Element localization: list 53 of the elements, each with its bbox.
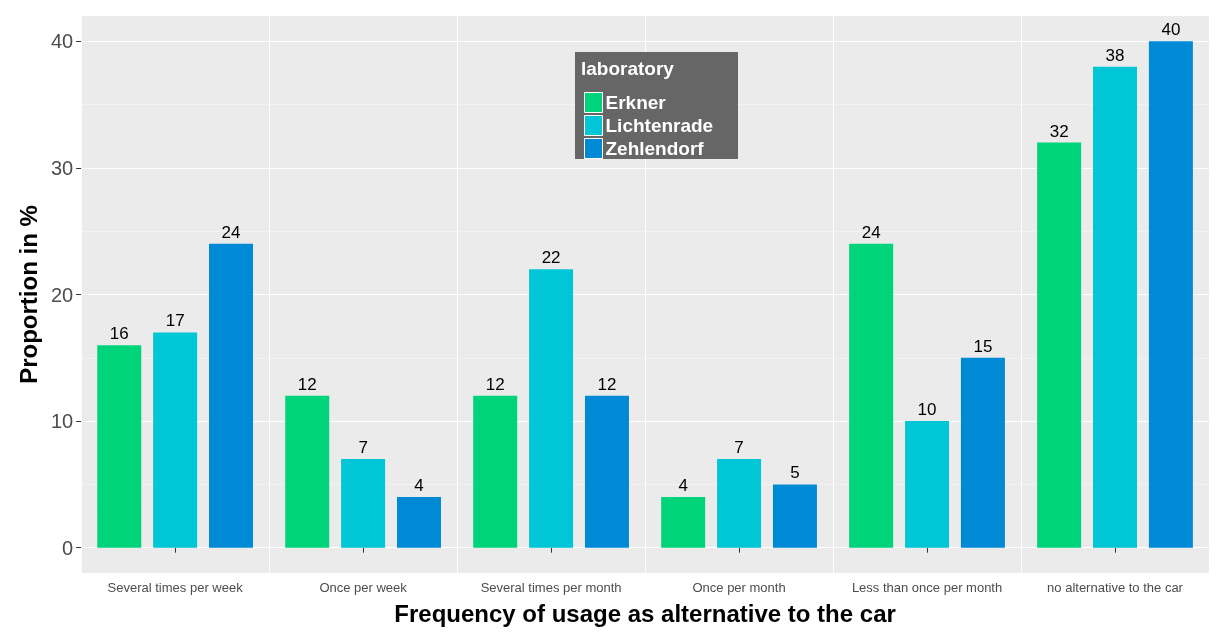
data-label: 32 — [1049, 121, 1069, 141]
data-label: 16 — [109, 324, 129, 344]
data-label: 7 — [734, 438, 744, 458]
bar — [153, 332, 198, 548]
data-label: 38 — [1105, 45, 1125, 65]
data-label: 5 — [790, 463, 800, 483]
data-label: 24 — [221, 222, 241, 242]
legend-label: Erkner — [605, 92, 667, 113]
data-label: 17 — [165, 311, 185, 331]
bar — [97, 345, 142, 548]
bar — [396, 497, 441, 548]
data-label: 40 — [1161, 20, 1181, 40]
legend-label: Lichtenrade — [605, 115, 714, 136]
bar — [1148, 41, 1193, 548]
legend-title: laboratory — [581, 58, 675, 79]
data-label: 22 — [541, 248, 561, 268]
x-tick-label: Less than once per month — [851, 580, 1003, 595]
y-tick-label: 40 — [50, 30, 74, 53]
x-tick-label: Once per week — [319, 580, 408, 595]
bar — [905, 421, 950, 548]
data-label: 12 — [297, 374, 317, 394]
data-label: 4 — [414, 476, 424, 496]
y-tick-label: 0 — [62, 536, 74, 559]
bar — [529, 269, 574, 548]
bar — [1093, 66, 1138, 548]
bar — [1037, 142, 1082, 548]
data-label: 12 — [597, 374, 617, 394]
data-label: 4 — [678, 476, 688, 496]
data-label: 12 — [485, 374, 505, 394]
bar — [717, 459, 762, 548]
x-tick-label: no alternative to the car — [1047, 580, 1184, 595]
data-label: 24 — [861, 222, 881, 242]
data-label: 7 — [358, 438, 368, 458]
legend-label: Zehlendorf — [605, 138, 705, 159]
y-tick-label: 20 — [50, 283, 74, 306]
y-tick-label: 30 — [50, 156, 74, 179]
x-tick-label: Several times per month — [480, 580, 622, 595]
bar — [341, 459, 386, 548]
bar — [772, 484, 817, 548]
bar — [849, 243, 894, 548]
bar — [661, 497, 706, 548]
x-tick-label: Once per month — [692, 580, 786, 595]
data-label: 10 — [917, 400, 937, 420]
bar — [473, 395, 518, 548]
y-axis-title: Proportion in % — [14, 205, 42, 384]
bar — [285, 395, 330, 548]
y-tick-label: 10 — [50, 410, 74, 433]
bar — [960, 357, 1005, 548]
x-tick-label: Several times per week — [107, 580, 244, 595]
x-axis-title: Frequency of usage as alternative to the car — [394, 599, 896, 627]
bar — [209, 243, 254, 548]
bar — [584, 395, 629, 548]
data-label: 15 — [973, 336, 993, 356]
